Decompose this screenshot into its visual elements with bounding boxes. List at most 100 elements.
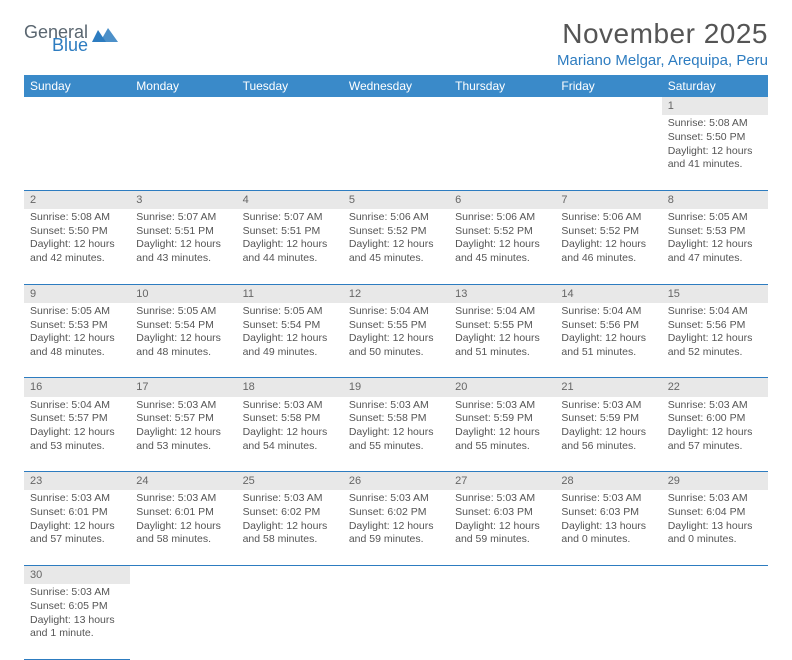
sunset-text: Sunset: 5:53 PM [30,319,124,333]
day-number [449,97,555,115]
daylight-text: Daylight: 12 hours and 54 minutes. [243,426,337,453]
day-cell-content: Sunrise: 5:05 AMSunset: 5:53 PMDaylight:… [24,303,130,364]
day-cell-content: Sunrise: 5:05 AMSunset: 5:54 PMDaylight:… [130,303,236,364]
daylight-text: Daylight: 12 hours and 52 minutes. [668,332,762,359]
day-cell [555,584,661,659]
day-number: 20 [449,378,555,397]
day-cell-content: Sunrise: 5:05 AMSunset: 5:53 PMDaylight:… [662,209,768,270]
day-number: 30 [24,565,130,584]
day-number: 11 [237,284,343,303]
day-cell-content: Sunrise: 5:03 AMSunset: 6:02 PMDaylight:… [343,490,449,551]
content-row: Sunrise: 5:08 AMSunset: 5:50 PMDaylight:… [24,115,768,190]
day-number: 3 [130,190,236,209]
sunset-text: Sunset: 6:02 PM [349,506,443,520]
day-number: 4 [237,190,343,209]
day-cell [237,584,343,659]
day-number: 16 [24,378,130,397]
day-number: 25 [237,472,343,491]
logo: General Blue [24,24,118,54]
sunset-text: Sunset: 5:54 PM [243,319,337,333]
sunset-text: Sunset: 5:50 PM [30,225,124,239]
title-block: November 2025 Mariano Melgar, Arequipa, … [557,18,768,69]
day-header: Saturday [662,75,768,97]
day-number: 19 [343,378,449,397]
day-cell-content: Sunrise: 5:03 AMSunset: 6:01 PMDaylight:… [130,490,236,551]
day-header: Tuesday [237,75,343,97]
content-row: Sunrise: 5:04 AMSunset: 5:57 PMDaylight:… [24,397,768,472]
day-number: 10 [130,284,236,303]
day-number: 22 [662,378,768,397]
day-cell: Sunrise: 5:06 AMSunset: 5:52 PMDaylight:… [449,209,555,284]
day-header: Thursday [449,75,555,97]
daylight-text: Daylight: 12 hours and 57 minutes. [30,520,124,547]
day-header: Friday [555,75,661,97]
day-cell-content: Sunrise: 5:03 AMSunset: 6:03 PMDaylight:… [449,490,555,551]
daylight-text: Daylight: 12 hours and 45 minutes. [349,238,443,265]
day-number: 17 [130,378,236,397]
day-number [343,565,449,584]
day-header: Monday [130,75,236,97]
day-cell: Sunrise: 5:04 AMSunset: 5:56 PMDaylight:… [662,303,768,378]
sunset-text: Sunset: 5:51 PM [136,225,230,239]
day-cell-content: Sunrise: 5:04 AMSunset: 5:55 PMDaylight:… [343,303,449,364]
day-cell: Sunrise: 5:05 AMSunset: 5:53 PMDaylight:… [24,303,130,378]
month-title: November 2025 [557,18,768,50]
sunrise-text: Sunrise: 5:04 AM [30,399,124,413]
sunrise-text: Sunrise: 5:08 AM [30,211,124,225]
day-number [237,97,343,115]
day-cell-content: Sunrise: 5:03 AMSunset: 6:02 PMDaylight:… [237,490,343,551]
sunrise-text: Sunrise: 5:06 AM [349,211,443,225]
daylight-text: Daylight: 12 hours and 59 minutes. [349,520,443,547]
daylight-text: Daylight: 12 hours and 51 minutes. [455,332,549,359]
day-number: 2 [24,190,130,209]
daylight-text: Daylight: 12 hours and 44 minutes. [243,238,337,265]
day-number: 1 [662,97,768,115]
day-number [449,565,555,584]
day-cell-content: Sunrise: 5:04 AMSunset: 5:55 PMDaylight:… [449,303,555,364]
day-cell: Sunrise: 5:05 AMSunset: 5:54 PMDaylight:… [237,303,343,378]
day-cell-content: Sunrise: 5:08 AMSunset: 5:50 PMDaylight:… [24,209,130,270]
sunrise-text: Sunrise: 5:06 AM [455,211,549,225]
sunrise-text: Sunrise: 5:03 AM [455,492,549,506]
sunrise-text: Sunrise: 5:05 AM [668,211,762,225]
sunset-text: Sunset: 5:57 PM [136,412,230,426]
day-cell-content: Sunrise: 5:03 AMSunset: 5:58 PMDaylight:… [343,397,449,458]
day-cell: Sunrise: 5:06 AMSunset: 5:52 PMDaylight:… [555,209,661,284]
sunrise-text: Sunrise: 5:07 AM [136,211,230,225]
day-cell: Sunrise: 5:04 AMSunset: 5:57 PMDaylight:… [24,397,130,472]
sunset-text: Sunset: 6:03 PM [561,506,655,520]
day-number: 29 [662,472,768,491]
day-number [555,565,661,584]
day-number: 15 [662,284,768,303]
sunrise-text: Sunrise: 5:07 AM [243,211,337,225]
day-cell-content: Sunrise: 5:03 AMSunset: 6:01 PMDaylight:… [24,490,130,551]
daylight-text: Daylight: 12 hours and 48 minutes. [136,332,230,359]
day-cell [662,584,768,659]
daylight-text: Daylight: 12 hours and 55 minutes. [455,426,549,453]
day-cell: Sunrise: 5:03 AMSunset: 5:58 PMDaylight:… [343,397,449,472]
sunrise-text: Sunrise: 5:03 AM [455,399,549,413]
day-number: 5 [343,190,449,209]
day-cell: Sunrise: 5:06 AMSunset: 5:52 PMDaylight:… [343,209,449,284]
day-number: 28 [555,472,661,491]
daynum-row: 23242526272829 [24,472,768,491]
daynum-row: 30 [24,565,768,584]
header: General Blue November 2025 Mariano Melga… [24,18,768,69]
sunset-text: Sunset: 5:56 PM [668,319,762,333]
day-cell [343,115,449,190]
sunset-text: Sunset: 5:57 PM [30,412,124,426]
sunset-text: Sunset: 6:01 PM [30,506,124,520]
sunrise-text: Sunrise: 5:05 AM [30,305,124,319]
sunrise-text: Sunrise: 5:06 AM [561,211,655,225]
sunset-text: Sunset: 5:52 PM [561,225,655,239]
day-number: 24 [130,472,236,491]
day-number: 9 [24,284,130,303]
daylight-text: Daylight: 12 hours and 41 minutes. [668,145,762,172]
day-cell [449,584,555,659]
day-cell: Sunrise: 5:03 AMSunset: 5:59 PMDaylight:… [555,397,661,472]
day-number [24,97,130,115]
daynum-row: 16171819202122 [24,378,768,397]
daylight-text: Daylight: 12 hours and 58 minutes. [243,520,337,547]
day-cell [555,115,661,190]
daylight-text: Daylight: 12 hours and 58 minutes. [136,520,230,547]
